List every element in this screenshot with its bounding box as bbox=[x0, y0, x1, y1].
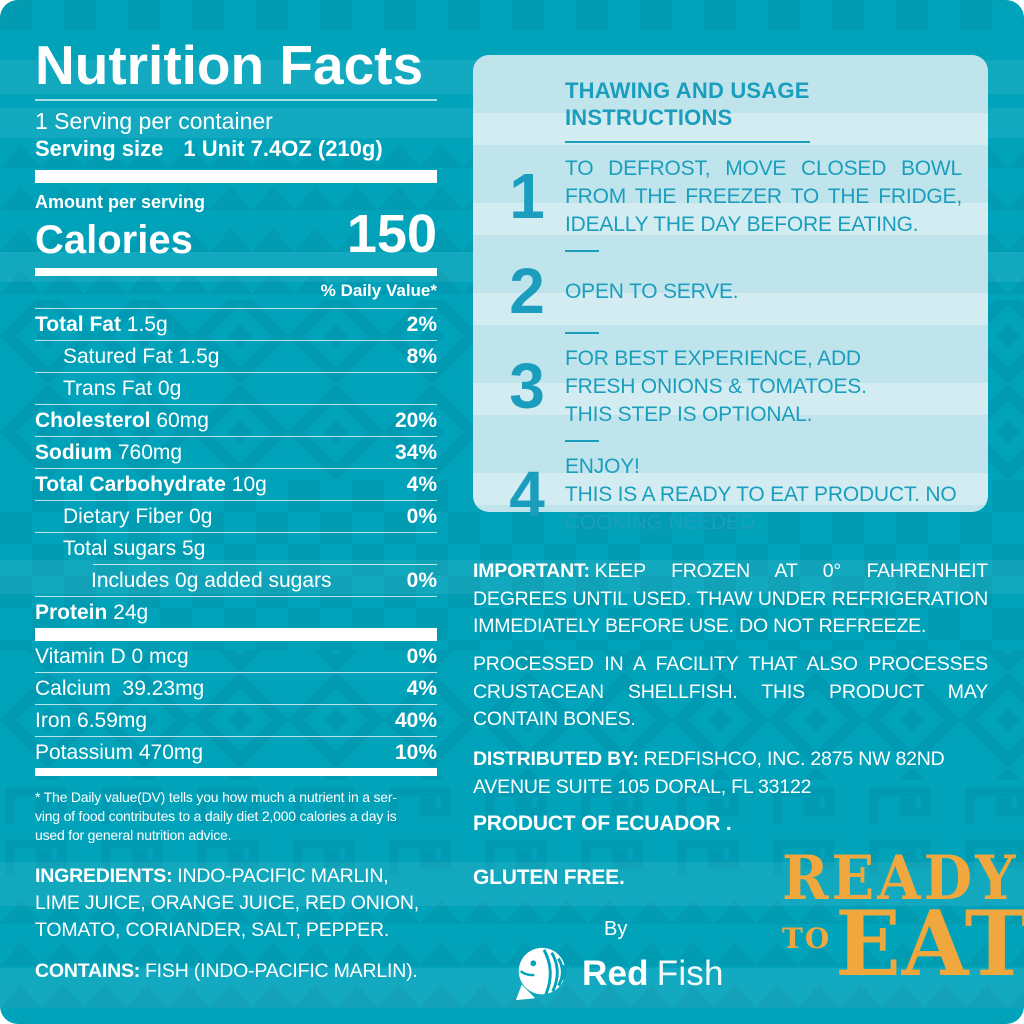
nutrient-row-dietary-fiber: Dietary Fiber 0g 0% bbox=[63, 504, 437, 528]
ingredients-label: INGREDIENTS: bbox=[35, 865, 173, 887]
nutrient-row-saturated-fat: Satured Fat 1.5g 8% bbox=[63, 344, 437, 368]
stamp-eat-text: EAT! bbox=[835, 891, 1024, 998]
nutrient-row-added-sugars: Includes 0g added sugars 0% bbox=[91, 568, 437, 592]
stamp-ready-text: READY bbox=[782, 842, 1019, 914]
nutrition-facts-panel: Nutrition Facts 1 Serving per container … bbox=[35, 38, 437, 985]
step-separator bbox=[565, 439, 599, 442]
row-line bbox=[35, 500, 437, 501]
important-notice: IMPORTANT: KEEP FROZEN AT 0° FAHRENHEIT D… bbox=[473, 558, 988, 641]
step-3-number: 3 bbox=[509, 349, 545, 422]
step-2-text: OPEN TO SERVE. bbox=[565, 279, 739, 303]
row-line bbox=[35, 436, 437, 437]
gluten-free: GLUTEN FREE. bbox=[473, 866, 625, 889]
serving-size-value: 1 Unit 7.4OZ (210g) bbox=[183, 136, 383, 161]
row-line bbox=[35, 736, 437, 737]
calories-value: 150 bbox=[346, 204, 437, 265]
nutrient-row-trans-fat: Trans Fat 0g bbox=[63, 376, 182, 400]
step-2: 2 OPEN TO SERVE. bbox=[501, 255, 962, 327]
nutrient-row-total-sugars: Total sugars 5g bbox=[63, 536, 206, 560]
row-line bbox=[35, 532, 437, 533]
brand-by-text: By bbox=[604, 918, 628, 940]
nutrient-rows: Total Fat 1.5g 2% Satured Fat 1.5g 8% Tr… bbox=[35, 308, 437, 628]
divider-medium bbox=[35, 768, 437, 776]
ingredients-text: INDO-PACIFIC MARLIN, LIME JUICE, ORANGE … bbox=[35, 865, 419, 941]
ingredients-paragraph: INGREDIENTS: INDO-PACIFIC MARLIN, LIME JU… bbox=[35, 863, 437, 944]
step-4-text: ENJOY! THIS IS A READY TO EAT PRODUCT. N… bbox=[565, 454, 957, 534]
vitamin-row-vitamin-d: Vitamin D 0 mcg 0% bbox=[35, 644, 437, 668]
instructions-title: THAWING AND USAGE INSTRUCTIONS bbox=[565, 78, 810, 130]
divider-thick bbox=[35, 170, 437, 183]
brand-name-red: Red bbox=[582, 953, 649, 993]
nutrient-row-total-fat: Total Fat 1.5g 2% bbox=[35, 312, 437, 336]
brand-logo: By Red Fish bbox=[512, 918, 752, 1004]
step-3-text: FOR BEST EXPERIENCE, ADD FRESH ONIONS & … bbox=[565, 346, 867, 426]
vitamin-row-iron: Iron 6.59mg 40% bbox=[35, 708, 437, 732]
brand-row: Red Fish bbox=[512, 942, 752, 1004]
contains-label: CONTAINS: bbox=[35, 960, 141, 982]
fish-icon bbox=[515, 947, 567, 1001]
contains-paragraph: CONTAINS: FISH (INDO-PACIFIC MARLIN). bbox=[35, 958, 437, 985]
amount-per-serving-label: Amount per serving bbox=[35, 192, 206, 212]
vitamin-row-calcium: Calcium 39.23mg 4% bbox=[35, 676, 437, 700]
stamp-to-text: TO bbox=[782, 922, 832, 955]
instructions-panel: THAWING AND USAGE INSTRUCTIONS 1 TO DEFR… bbox=[473, 55, 988, 534]
ready-to-eat-stamp: READY TO EAT! bbox=[782, 842, 1024, 998]
serving-size-row: Serving size 1 Unit 7.4OZ (210g) bbox=[35, 136, 437, 162]
servings-per-container: 1 Serving per container bbox=[35, 108, 273, 134]
divider-thick bbox=[35, 628, 437, 641]
step-1: 1 TO DEFROST, MOVE CLOSED BOWL FROM THE … bbox=[501, 155, 962, 239]
row-line bbox=[35, 468, 437, 469]
nutrient-row-cholesterol: Cholesterol 60mg 20% bbox=[35, 408, 437, 432]
nutrient-row-carbohydrate: Total Carbohydrate 10g 4% bbox=[35, 472, 437, 496]
step-2-number: 2 bbox=[509, 255, 545, 327]
calories-label: Calories bbox=[35, 218, 193, 262]
daily-value-footnote: * The Daily value(DV) tells you how much… bbox=[35, 789, 397, 843]
row-line-indented bbox=[93, 564, 437, 565]
instructions-title-underline bbox=[565, 141, 810, 143]
stamp-second-line: TO EAT! bbox=[782, 891, 1024, 998]
row-line bbox=[35, 404, 437, 405]
nutrient-row-protein: Protein 24g bbox=[35, 600, 149, 624]
row-line bbox=[35, 372, 437, 373]
step-4: 4 ENJOY! THIS IS A READY TO EAT PRODUCT.… bbox=[501, 453, 962, 537]
divider-thin bbox=[35, 99, 437, 101]
row-line bbox=[35, 340, 437, 341]
step-3: 3 FOR BEST EXPERIENCE, ADD FRESH ONIONS … bbox=[501, 345, 962, 429]
row-line bbox=[35, 596, 437, 597]
important-text: KEEP FROZEN AT 0° FAHRENHEIT DEGREES UNT… bbox=[473, 560, 988, 637]
divider-medium bbox=[35, 268, 437, 276]
vitamin-row-potassium: Potassium 470mg 10% bbox=[35, 740, 437, 764]
step-separator bbox=[565, 250, 599, 252]
row-line bbox=[35, 308, 437, 309]
row-line bbox=[35, 672, 437, 673]
distributed-label: DISTRIBUTED BY: bbox=[473, 748, 639, 770]
contains-text: FISH (INDO-PACIFIC MARLIN). bbox=[144, 960, 418, 982]
distributed-text: REDFISHCO, INC. 2875 NW 82ND AVENUE SUIT… bbox=[473, 748, 945, 798]
product-origin: PRODUCT OF ECUADOR . bbox=[473, 812, 732, 835]
step-4-number: 4 bbox=[509, 457, 545, 530]
distributed-by: DISTRIBUTED BY: REDFISHCO, INC. 2875 NW 8… bbox=[473, 746, 988, 801]
step-separator bbox=[565, 331, 599, 334]
important-label: IMPORTANT: bbox=[473, 560, 590, 582]
vitamin-rows: Vitamin D 0 mcg 0% Calcium 39.23mg 4% Ir… bbox=[35, 641, 437, 768]
nutrient-row-sodium: Sodium 760mg 34% bbox=[35, 440, 437, 464]
daily-value-header: % Daily Value* bbox=[320, 281, 437, 300]
processed-notice: PROCESSED IN A FACILITY THAT ALSO PROCES… bbox=[473, 653, 988, 730]
serving-size-label: Serving size bbox=[35, 136, 164, 161]
calories-row: Calories 150 bbox=[35, 204, 437, 265]
nutrition-title: Nutrition Facts bbox=[35, 34, 424, 96]
brand-name-fish: Fish bbox=[656, 953, 724, 993]
step-1-text: TO DEFROST, MOVE CLOSED BOWL FROM THE FR… bbox=[565, 157, 962, 236]
row-line bbox=[35, 704, 437, 705]
instruction-steps: 1 TO DEFROST, MOVE CLOSED BOWL FROM THE … bbox=[501, 155, 962, 537]
step-1-number: 1 bbox=[509, 160, 545, 233]
